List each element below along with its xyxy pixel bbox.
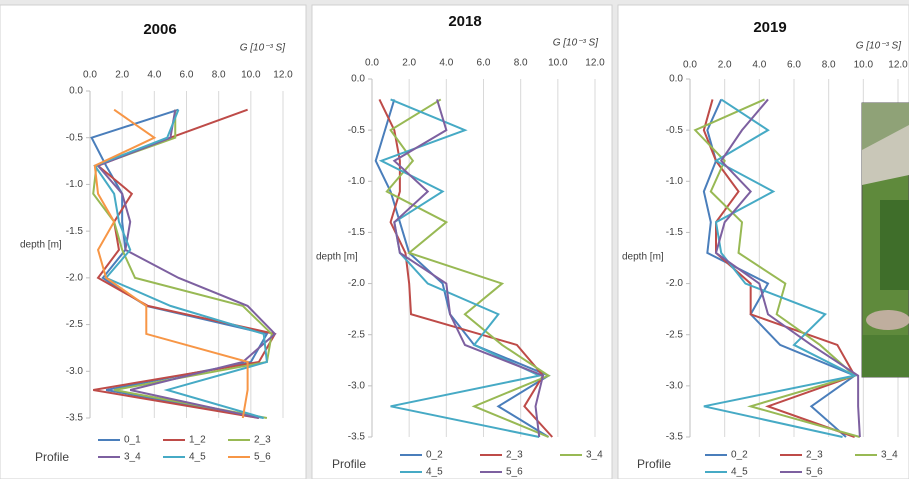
legend-label: 1_2	[189, 435, 206, 446]
y-tick-label: -0.5	[348, 125, 366, 136]
legend-label: 5_6	[506, 467, 523, 478]
legend-label: 4_5	[731, 467, 748, 478]
x-axis-label: G [10⁻³ S]	[240, 43, 286, 54]
y-axis-label: depth [m]	[316, 252, 358, 263]
y-tick-label: -2.0	[66, 272, 84, 283]
x-tick-label: 6.0	[477, 58, 491, 69]
y-tick-label: -0.5	[666, 125, 684, 136]
x-tick-label: 2.0	[115, 70, 129, 81]
x-tick-label: 8.0	[212, 70, 226, 81]
legend-label: 3_4	[124, 452, 141, 463]
y-tick-label: -1.0	[348, 176, 366, 187]
chart-title: 2018	[448, 13, 481, 30]
x-tick-label: 2.0	[402, 58, 416, 69]
legend-title: Profile	[332, 457, 366, 471]
x-tick-label: 10.0	[241, 70, 261, 81]
x-tick-label: 0.0	[683, 60, 697, 71]
y-axis-label: depth [m]	[622, 252, 664, 263]
legend-title: Profile	[637, 457, 671, 471]
x-tick-label: 6.0	[180, 70, 194, 81]
legend-label: 3_4	[881, 450, 898, 461]
legend-label: 3_4	[586, 450, 603, 461]
y-tick-label: 0.0	[69, 86, 83, 97]
x-tick-label: 10.0	[854, 60, 874, 71]
x-tick-label: 4.0	[147, 70, 161, 81]
y-tick-label: -2.0	[348, 278, 366, 289]
legend-title: Profile	[35, 450, 69, 464]
legend-label: 4_5	[189, 452, 206, 463]
y-tick-label: -3.0	[348, 380, 366, 391]
x-tick-label: 10.0	[548, 58, 568, 69]
chart-title: 2006	[143, 21, 176, 38]
y-tick-label: -2.5	[348, 329, 366, 340]
legend-label: 0_2	[426, 450, 443, 461]
y-tick-label: -1.0	[66, 179, 84, 190]
x-tick-label: 12.0	[585, 58, 605, 69]
legend-label: 2_3	[254, 435, 271, 446]
y-tick-label: -2.0	[666, 278, 684, 289]
y-tick-label: 0.0	[351, 74, 365, 85]
y-tick-label: 0.0	[669, 74, 683, 85]
x-tick-label: 0.0	[365, 58, 379, 69]
legend-label: 5_6	[806, 467, 823, 478]
x-tick-label: 12.0	[888, 60, 908, 71]
y-tick-label: -3.0	[666, 380, 684, 391]
x-tick-label: 8.0	[514, 58, 528, 69]
x-tick-label: 4.0	[752, 60, 766, 71]
y-tick-label: -0.5	[66, 132, 84, 143]
y-tick-label: -3.5	[666, 432, 684, 443]
y-tick-label: -1.5	[66, 226, 84, 237]
y-tick-label: -1.5	[348, 227, 366, 238]
x-axis-label: G [10⁻³ S]	[856, 41, 902, 52]
y-tick-label: -1.0	[666, 176, 684, 187]
x-tick-label: 6.0	[787, 60, 801, 71]
y-tick-label: -3.5	[348, 432, 366, 443]
y-tick-label: -2.5	[666, 329, 684, 340]
legend-label: 0_1	[124, 435, 141, 446]
y-axis-label: depth [m]	[20, 240, 62, 251]
figure: 2006 G [10⁻³ S] depth [m] Profile 0.0 2.0 4.0 6…	[0, 0, 909, 479]
x-tick-label: 2.0	[718, 60, 732, 71]
legend-label: 5_6	[254, 452, 271, 463]
x-tick-label: 12.0	[273, 70, 293, 81]
legend-label: 0_2	[731, 450, 748, 461]
x-axis-label: G [10⁻³ S]	[553, 38, 599, 49]
legend-label: 4_5	[426, 467, 443, 478]
legend-label: 2_3	[806, 450, 823, 461]
y-tick-label: -1.5	[666, 227, 684, 238]
photo-inset	[862, 103, 909, 377]
x-tick-label: 8.0	[822, 60, 836, 71]
x-tick-label: 4.0	[439, 58, 453, 69]
x-tick-label: 0.0	[83, 70, 97, 81]
y-tick-label: -2.5	[66, 319, 84, 330]
chart-title: 2019	[753, 19, 786, 36]
y-tick-label: -3.5	[66, 413, 84, 424]
y-tick-label: -3.0	[66, 366, 84, 377]
legend-label: 2_3	[506, 450, 523, 461]
